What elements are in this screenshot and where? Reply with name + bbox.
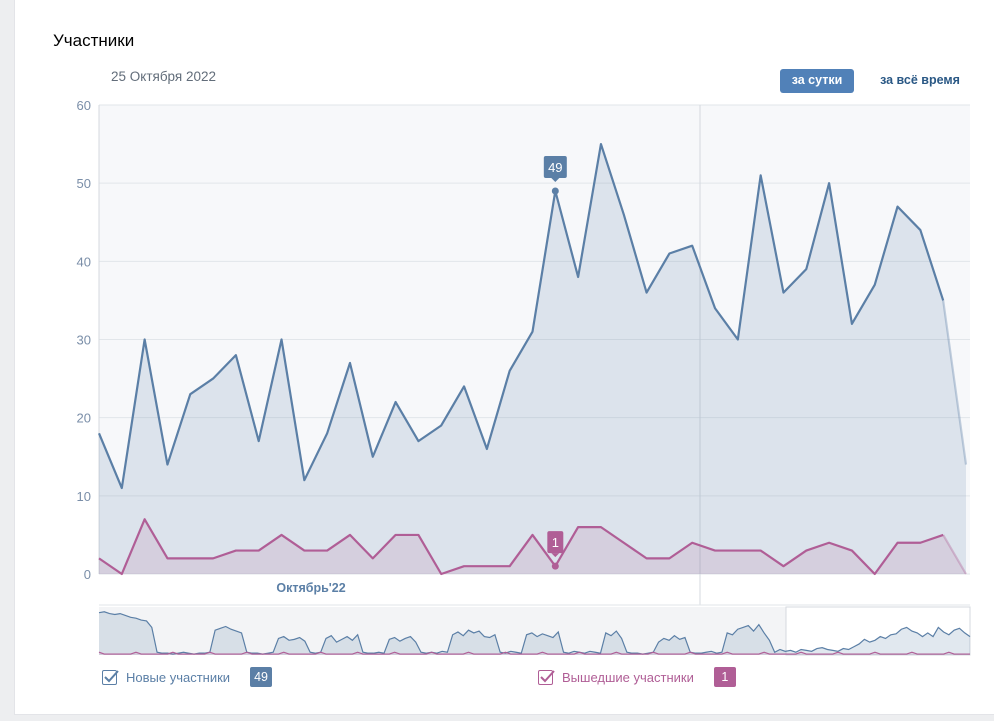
- tooltip-arrow-0: [551, 177, 560, 182]
- legend-left-badge: 1: [713, 667, 736, 687]
- y-tick-label: 20: [77, 411, 91, 426]
- series-area-0: [99, 144, 966, 575]
- tooltip-badge-0: [543, 155, 567, 178]
- x-month-label: Октябрь'22: [276, 581, 345, 595]
- legend-left[interactable]: Вышедшие участники 1: [538, 666, 736, 688]
- navigator-unselected: [99, 607, 786, 655]
- navigator-selection: [785, 606, 971, 656]
- legend-joined-badge: 49: [250, 667, 273, 687]
- y-tick-label: 60: [77, 98, 91, 113]
- page-title: Участники: [53, 31, 135, 50]
- y-tick-label: 10: [77, 489, 91, 504]
- navigator-line-1: [98, 651, 970, 655]
- y-tick-label: 0: [84, 567, 91, 582]
- checkbox-left-icon[interactable]: [538, 669, 555, 685]
- all-time-button[interactable]: за всё время: [880, 73, 960, 87]
- y-tick-label: 50: [77, 176, 91, 191]
- series-point-0: [551, 187, 559, 195]
- members-card: Участники 25 Октября 2022 за сутки за вс…: [14, 0, 994, 715]
- members-chart[interactable]: 0 10 20 30 40 50 60 49 1 Октябрь'22: [15, 0, 994, 660]
- series-line-1: [98, 518, 944, 576]
- series-point-1: [551, 562, 559, 570]
- navigator-line-0: [98, 611, 971, 655]
- series-line-0: [97, 142, 945, 490]
- per-day-button[interactable]: за сутки: [780, 69, 854, 93]
- checkbox-joined-icon[interactable]: [102, 669, 119, 685]
- legend-joined[interactable]: Новые участники 49: [102, 666, 273, 688]
- y-tick-label: 30: [77, 333, 91, 348]
- tooltip-label-0: 49: [548, 160, 562, 175]
- y-tick-label: 40: [77, 254, 91, 269]
- series-last-segment-1: [942, 534, 967, 575]
- navigator-area-0: [99, 611, 970, 655]
- tooltip-badge-1: [547, 531, 564, 554]
- current-date: 25 Октября 2022: [111, 69, 217, 84]
- series-area-1: [99, 519, 966, 574]
- tooltip-label-1: 1: [552, 535, 559, 550]
- series-last-segment-0: [942, 300, 968, 465]
- legend-left-label: Вышедшие участники: [562, 669, 694, 685]
- legend-joined-label: Новые участники: [126, 669, 231, 685]
- tooltip-arrow-1: [551, 553, 560, 558]
